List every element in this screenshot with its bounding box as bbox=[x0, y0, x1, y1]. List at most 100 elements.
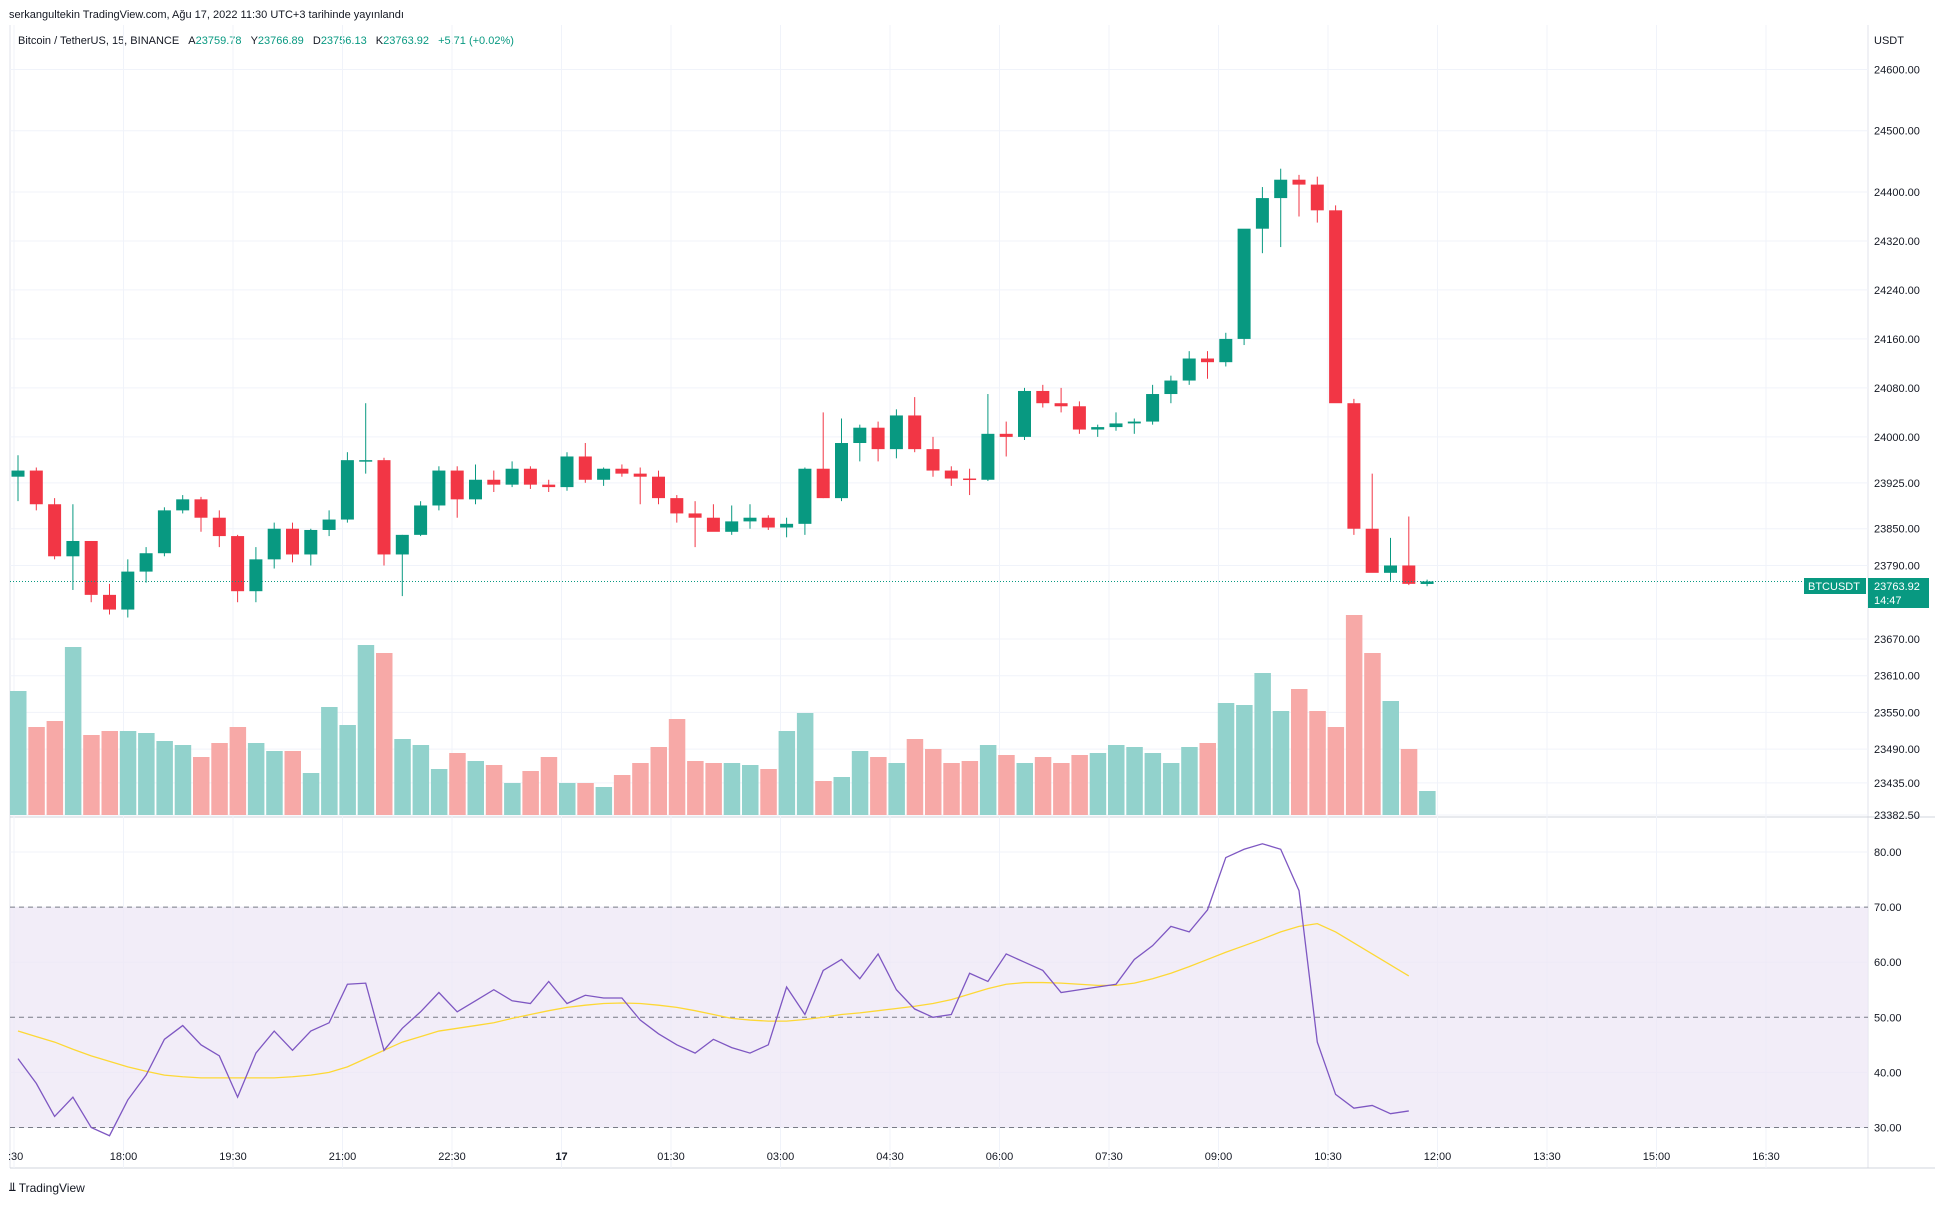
currency-label: USDT bbox=[1874, 35, 1904, 47]
volume-bar bbox=[229, 727, 247, 815]
volume-bar bbox=[504, 783, 521, 815]
countdown-tag: 14:47 bbox=[1874, 595, 1902, 607]
candle-body bbox=[286, 528, 299, 555]
candle-body bbox=[1164, 380, 1178, 395]
candle-body bbox=[743, 517, 757, 522]
time-tick-label: 19:30 bbox=[219, 1151, 247, 1163]
rsi-tick-label: 50.00 bbox=[1874, 1012, 1902, 1024]
symbol-name[interactable]: Bitcoin / TetherUS, 15, BINANCE bbox=[18, 35, 180, 47]
candle-body bbox=[560, 456, 574, 488]
close-value: 23763.92 bbox=[383, 35, 429, 47]
price-tick-label: 24000.00 bbox=[1874, 432, 1920, 444]
rsi-tick-label: 60.00 bbox=[1874, 957, 1902, 969]
symbol-legend: Bitcoin / TetherUS, 15, BINANCE A23759.7… bbox=[18, 35, 514, 47]
footer[interactable]: ⫫ TradingView bbox=[9, 1180, 85, 1195]
volume-bar bbox=[888, 763, 905, 815]
candle-body bbox=[523, 468, 537, 485]
time-tick-label: 10:30 bbox=[1314, 1151, 1342, 1163]
candle-body bbox=[432, 470, 446, 506]
time-tick-label: 22:30 bbox=[438, 1151, 466, 1163]
candle-body bbox=[340, 460, 354, 520]
volume-bar bbox=[357, 645, 375, 815]
last-price-tag: BTCUSDT 23763.92 14:47 bbox=[1804, 578, 1929, 608]
volume-bar bbox=[266, 751, 283, 815]
time-tick-label: 09:00 bbox=[1205, 1151, 1233, 1163]
time-axis-labels[interactable]: :30 18:00 19:30 21:00 22:30 17 01:30 03:00 04:30… bbox=[8, 1151, 1780, 1163]
volume-bar bbox=[1291, 689, 1308, 815]
candle-body bbox=[1384, 565, 1397, 573]
candle-body bbox=[908, 415, 922, 450]
brand-name: TradingView bbox=[18, 1180, 85, 1195]
volume-bar bbox=[64, 647, 82, 815]
volume-bar bbox=[961, 761, 979, 815]
volume-bar bbox=[1053, 763, 1070, 815]
candle-body bbox=[267, 528, 281, 560]
volume-bar bbox=[650, 747, 667, 815]
candle-body bbox=[615, 468, 629, 474]
time-tick-label: 16:30 bbox=[1752, 1151, 1780, 1163]
candle-body bbox=[1255, 198, 1269, 229]
volume-bar bbox=[430, 769, 448, 815]
candle-body bbox=[597, 468, 611, 480]
candle-body bbox=[1072, 406, 1086, 430]
low-value: 23756.13 bbox=[320, 35, 367, 47]
volume-bar bbox=[1236, 705, 1253, 815]
price-tick-label: 23925.00 bbox=[1874, 478, 1920, 490]
volume-bar bbox=[1382, 701, 1399, 815]
volume-bar bbox=[522, 771, 539, 815]
time-tick-label: 06:00 bbox=[986, 1151, 1014, 1163]
price-axis-labels[interactable]: 24600.00 24500.00 24400.00 24320.00 24240.00… bbox=[1874, 64, 1920, 822]
candle-body bbox=[1036, 390, 1050, 404]
candle-body bbox=[981, 433, 995, 480]
candle-body bbox=[1127, 421, 1141, 424]
volume-bar bbox=[723, 763, 741, 815]
volume-bar bbox=[815, 781, 832, 815]
volume-bar bbox=[870, 757, 887, 815]
candle-body bbox=[139, 553, 153, 572]
volume-bar bbox=[998, 755, 1015, 815]
candle-body bbox=[633, 473, 647, 477]
price-tick-label: 23490.00 bbox=[1874, 744, 1920, 756]
volume-bar bbox=[101, 731, 118, 815]
price-tick-label: 23850.00 bbox=[1874, 524, 1920, 536]
time-tick-label: 17 bbox=[555, 1151, 567, 1163]
open-value: 23759.78 bbox=[195, 35, 242, 47]
open-label: A bbox=[188, 35, 196, 47]
volume-bar bbox=[979, 745, 997, 815]
volume-bars bbox=[10, 615, 1436, 815]
candle-body bbox=[963, 478, 977, 481]
rsi-lines bbox=[17, 843, 1410, 1137]
candle-body bbox=[1182, 358, 1196, 381]
candle-body bbox=[1091, 427, 1105, 430]
volume-bar bbox=[193, 757, 210, 815]
candle-body bbox=[1201, 358, 1214, 363]
candle-body bbox=[1274, 179, 1288, 199]
time-tick-label: 12:00 bbox=[1424, 1151, 1452, 1163]
candle-body bbox=[871, 427, 885, 450]
candles bbox=[10, 168, 1804, 618]
volume-bar bbox=[339, 725, 356, 815]
time-tick-label: 07:30 bbox=[1095, 1151, 1123, 1163]
high-value: 23766.89 bbox=[257, 35, 304, 47]
volume-bar bbox=[1217, 703, 1235, 815]
candle-body bbox=[194, 499, 208, 518]
volume-bar bbox=[1162, 763, 1180, 815]
volume-bar bbox=[376, 653, 393, 815]
rsi-axis-labels[interactable]: 80.00 70.00 60.00 50.00 40.00 30.00 bbox=[1874, 847, 1902, 1134]
rsi-line bbox=[17, 843, 1409, 1137]
candle-body bbox=[487, 479, 501, 485]
price-tick-label: 24500.00 bbox=[1874, 126, 1920, 138]
volume-bar bbox=[742, 765, 759, 815]
candle-body bbox=[66, 540, 80, 557]
close-label: K bbox=[375, 35, 384, 47]
candle-body bbox=[670, 498, 684, 514]
price-tick-label: 24240.00 bbox=[1874, 285, 1920, 297]
candle-body bbox=[798, 468, 812, 524]
price-tag: 23763.92 bbox=[1874, 581, 1920, 593]
candle-body bbox=[926, 449, 940, 471]
candle-body bbox=[11, 470, 25, 477]
candle-body bbox=[29, 470, 43, 505]
volume-bar bbox=[1108, 745, 1125, 815]
volume-bar bbox=[1071, 755, 1088, 815]
